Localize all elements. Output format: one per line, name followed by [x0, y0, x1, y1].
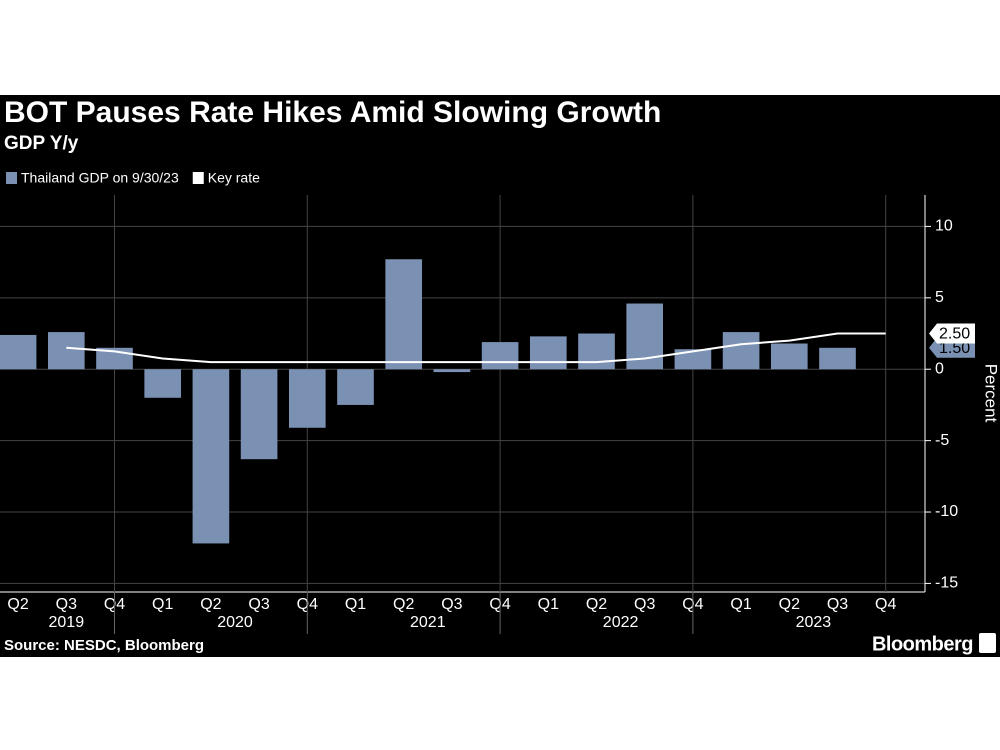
value-label: 2.50 [939, 326, 970, 343]
x-group-label: 2021 [410, 614, 446, 631]
brand: Bloomberg [872, 633, 973, 655]
chart-subtitle: GDP Y/y [4, 133, 79, 154]
y-axis-label: Percent [982, 364, 1000, 423]
x-tick-label: Q3 [634, 596, 655, 613]
x-group-label: 2023 [796, 614, 832, 631]
x-group-label: 2020 [217, 614, 253, 631]
x-tick-label: Q3 [827, 596, 848, 613]
bar [433, 369, 471, 373]
bar [0, 334, 37, 370]
bar [674, 349, 712, 370]
bar [481, 342, 519, 370]
bar [722, 332, 760, 370]
bar [385, 259, 423, 370]
x-tick-label: Q4 [875, 596, 896, 613]
bar [578, 333, 615, 370]
x-tick-label: Q3 [441, 596, 462, 613]
legend-label: Key rate [208, 170, 260, 186]
y-tick-label: 5 [935, 289, 944, 306]
x-group-label: 2019 [49, 614, 85, 631]
legend-swatch [192, 172, 204, 184]
x-group-label: 2022 [603, 614, 639, 631]
y-tick-label: 10 [935, 218, 953, 235]
value-label: 1.50 [939, 340, 970, 357]
x-tick-label: Q2 [200, 596, 221, 613]
x-tick-label: Q1 [538, 596, 559, 613]
source: Source: NESDC, Bloomberg [4, 637, 204, 654]
bar [240, 369, 278, 460]
x-tick-label: Q2 [779, 596, 800, 613]
bar [770, 343, 808, 370]
brand-icon [979, 633, 996, 653]
bar [529, 336, 567, 370]
legend-swatch [6, 172, 17, 184]
legend-label: Thailand GDP on 9/30/23 [21, 170, 179, 186]
x-tick-label: Q2 [586, 596, 607, 613]
bar [144, 369, 182, 398]
x-tick-label: Q3 [248, 596, 269, 613]
x-tick-label: Q2 [393, 596, 414, 613]
x-tick-label: Q2 [7, 596, 28, 613]
value-label-box [929, 323, 975, 344]
x-tick-label: Q3 [56, 596, 77, 613]
bar [819, 347, 856, 370]
y-tick-label: -15 [935, 575, 958, 592]
y-tick-label: 0 [935, 360, 944, 377]
x-tick-label: Q1 [152, 596, 173, 613]
bar [288, 369, 326, 428]
x-tick-label: Q1 [730, 596, 751, 613]
line [66, 332, 886, 364]
bar [192, 369, 230, 544]
x-tick-label: Q1 [345, 596, 366, 613]
bar [47, 332, 85, 370]
y-tick-label: -5 [935, 432, 949, 449]
bar [337, 369, 374, 405]
y-tick-label: -10 [935, 503, 958, 520]
chart-title: BOT Pauses Rate Hikes Amid Slowing Growt… [4, 96, 661, 129]
